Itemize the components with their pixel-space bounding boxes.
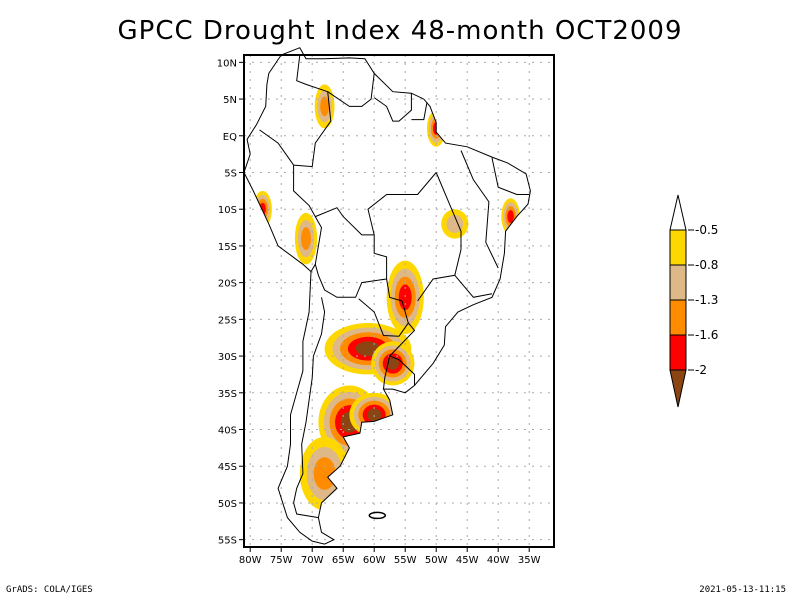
legend-top-arrow xyxy=(669,194,687,231)
lon-tick-label: 70W xyxy=(301,555,324,566)
footer-timestamp: 2021-05-13-11:15 xyxy=(699,585,786,595)
country-border xyxy=(358,278,409,337)
drought-contour-level-3 xyxy=(320,96,330,117)
axis-tick-layer: 10N 5N EQ 5S 10S 15S 20S 25S 30S 35S 40S 45S 50S 55S8… xyxy=(217,58,541,566)
state-border xyxy=(417,172,462,302)
drought-fill-layer xyxy=(244,47,554,547)
drought-contour-level-5 xyxy=(386,357,399,370)
legend-swatch xyxy=(669,334,687,371)
lon-tick-label: 50W xyxy=(425,555,448,566)
country-border xyxy=(373,93,412,122)
lon-tick-label: 65W xyxy=(332,555,355,566)
lon-tick-label: 60W xyxy=(363,555,386,566)
lon-tick-label: 35W xyxy=(518,555,541,566)
lon-tick-label: 55W xyxy=(394,555,417,566)
country-border xyxy=(293,165,323,272)
state-border xyxy=(460,150,499,269)
ocean-mask xyxy=(244,47,554,547)
lat-tick-label: 30S xyxy=(218,352,237,363)
lat-tick-label: 5N xyxy=(223,95,237,106)
drought-contour-level-3 xyxy=(313,457,336,490)
drought-area-bolivia-peru xyxy=(294,212,318,265)
lat-tick-label: 40S xyxy=(218,426,237,437)
lat-tick-label: 25S xyxy=(218,315,237,326)
grid-layer xyxy=(244,55,554,547)
legend-label: -2 xyxy=(695,363,707,377)
legend-label: -1.6 xyxy=(695,328,718,342)
lon-tick-label: 80W xyxy=(239,555,262,566)
lat-tick-label: 5S xyxy=(224,168,237,179)
drought-contour-level-2 xyxy=(446,214,464,233)
lat-tick-label: 15S xyxy=(218,242,237,253)
drought-area-central-brazil xyxy=(441,209,469,239)
lat-tick-label: EQ xyxy=(223,132,237,143)
lon-tick-label: 45W xyxy=(456,555,479,566)
country-border xyxy=(314,207,388,298)
country-border xyxy=(293,54,332,168)
coastline xyxy=(243,47,531,545)
drought-area-uruguay-northeast-argentina xyxy=(371,341,415,386)
footer-grads-credit: GrADS: COLA/IGES xyxy=(6,585,93,595)
lat-tick-label: 45S xyxy=(218,462,237,473)
state-border xyxy=(491,157,530,195)
lat-tick-label: 10S xyxy=(218,205,237,216)
country-border xyxy=(383,355,391,390)
lon-tick-label: 40W xyxy=(487,555,510,566)
legend-swatch xyxy=(669,299,687,336)
lat-tick-label: 10N xyxy=(217,58,237,69)
drought-contour-level-4 xyxy=(507,210,514,223)
country-border xyxy=(327,73,375,107)
state-border xyxy=(367,172,437,236)
legend-label: -0.8 xyxy=(695,258,718,272)
state-border xyxy=(454,274,493,298)
lat-tick-label: 35S xyxy=(218,389,237,400)
drought-contour-level-4 xyxy=(398,284,412,311)
drought-contour-level-5 xyxy=(367,408,382,422)
lat-tick-label: 20S xyxy=(218,279,237,290)
legend-colorbar: -0.5 -0.8 -1.3 -1.6 -2 xyxy=(669,194,718,408)
legend-swatch xyxy=(669,229,687,266)
map-frame xyxy=(243,54,555,548)
country-border xyxy=(259,129,295,166)
country-border xyxy=(388,322,416,386)
legend-label: -1.3 xyxy=(695,293,718,307)
legend-bottom-arrow xyxy=(669,369,687,408)
lat-tick-label: 50S xyxy=(218,499,237,510)
legend-label: -0.5 xyxy=(695,223,718,237)
lat-tick-label: 55S xyxy=(218,536,237,547)
country-border xyxy=(293,297,326,519)
lon-tick-label: 75W xyxy=(270,555,293,566)
falkland-islands xyxy=(368,511,387,520)
coastline-layer xyxy=(243,47,531,545)
country-border xyxy=(411,102,428,121)
legend-swatch xyxy=(669,264,687,301)
chart-title: GPCC Drought Index 48-month OCT2009 xyxy=(117,16,683,46)
drought-contour-level-3 xyxy=(301,227,311,251)
